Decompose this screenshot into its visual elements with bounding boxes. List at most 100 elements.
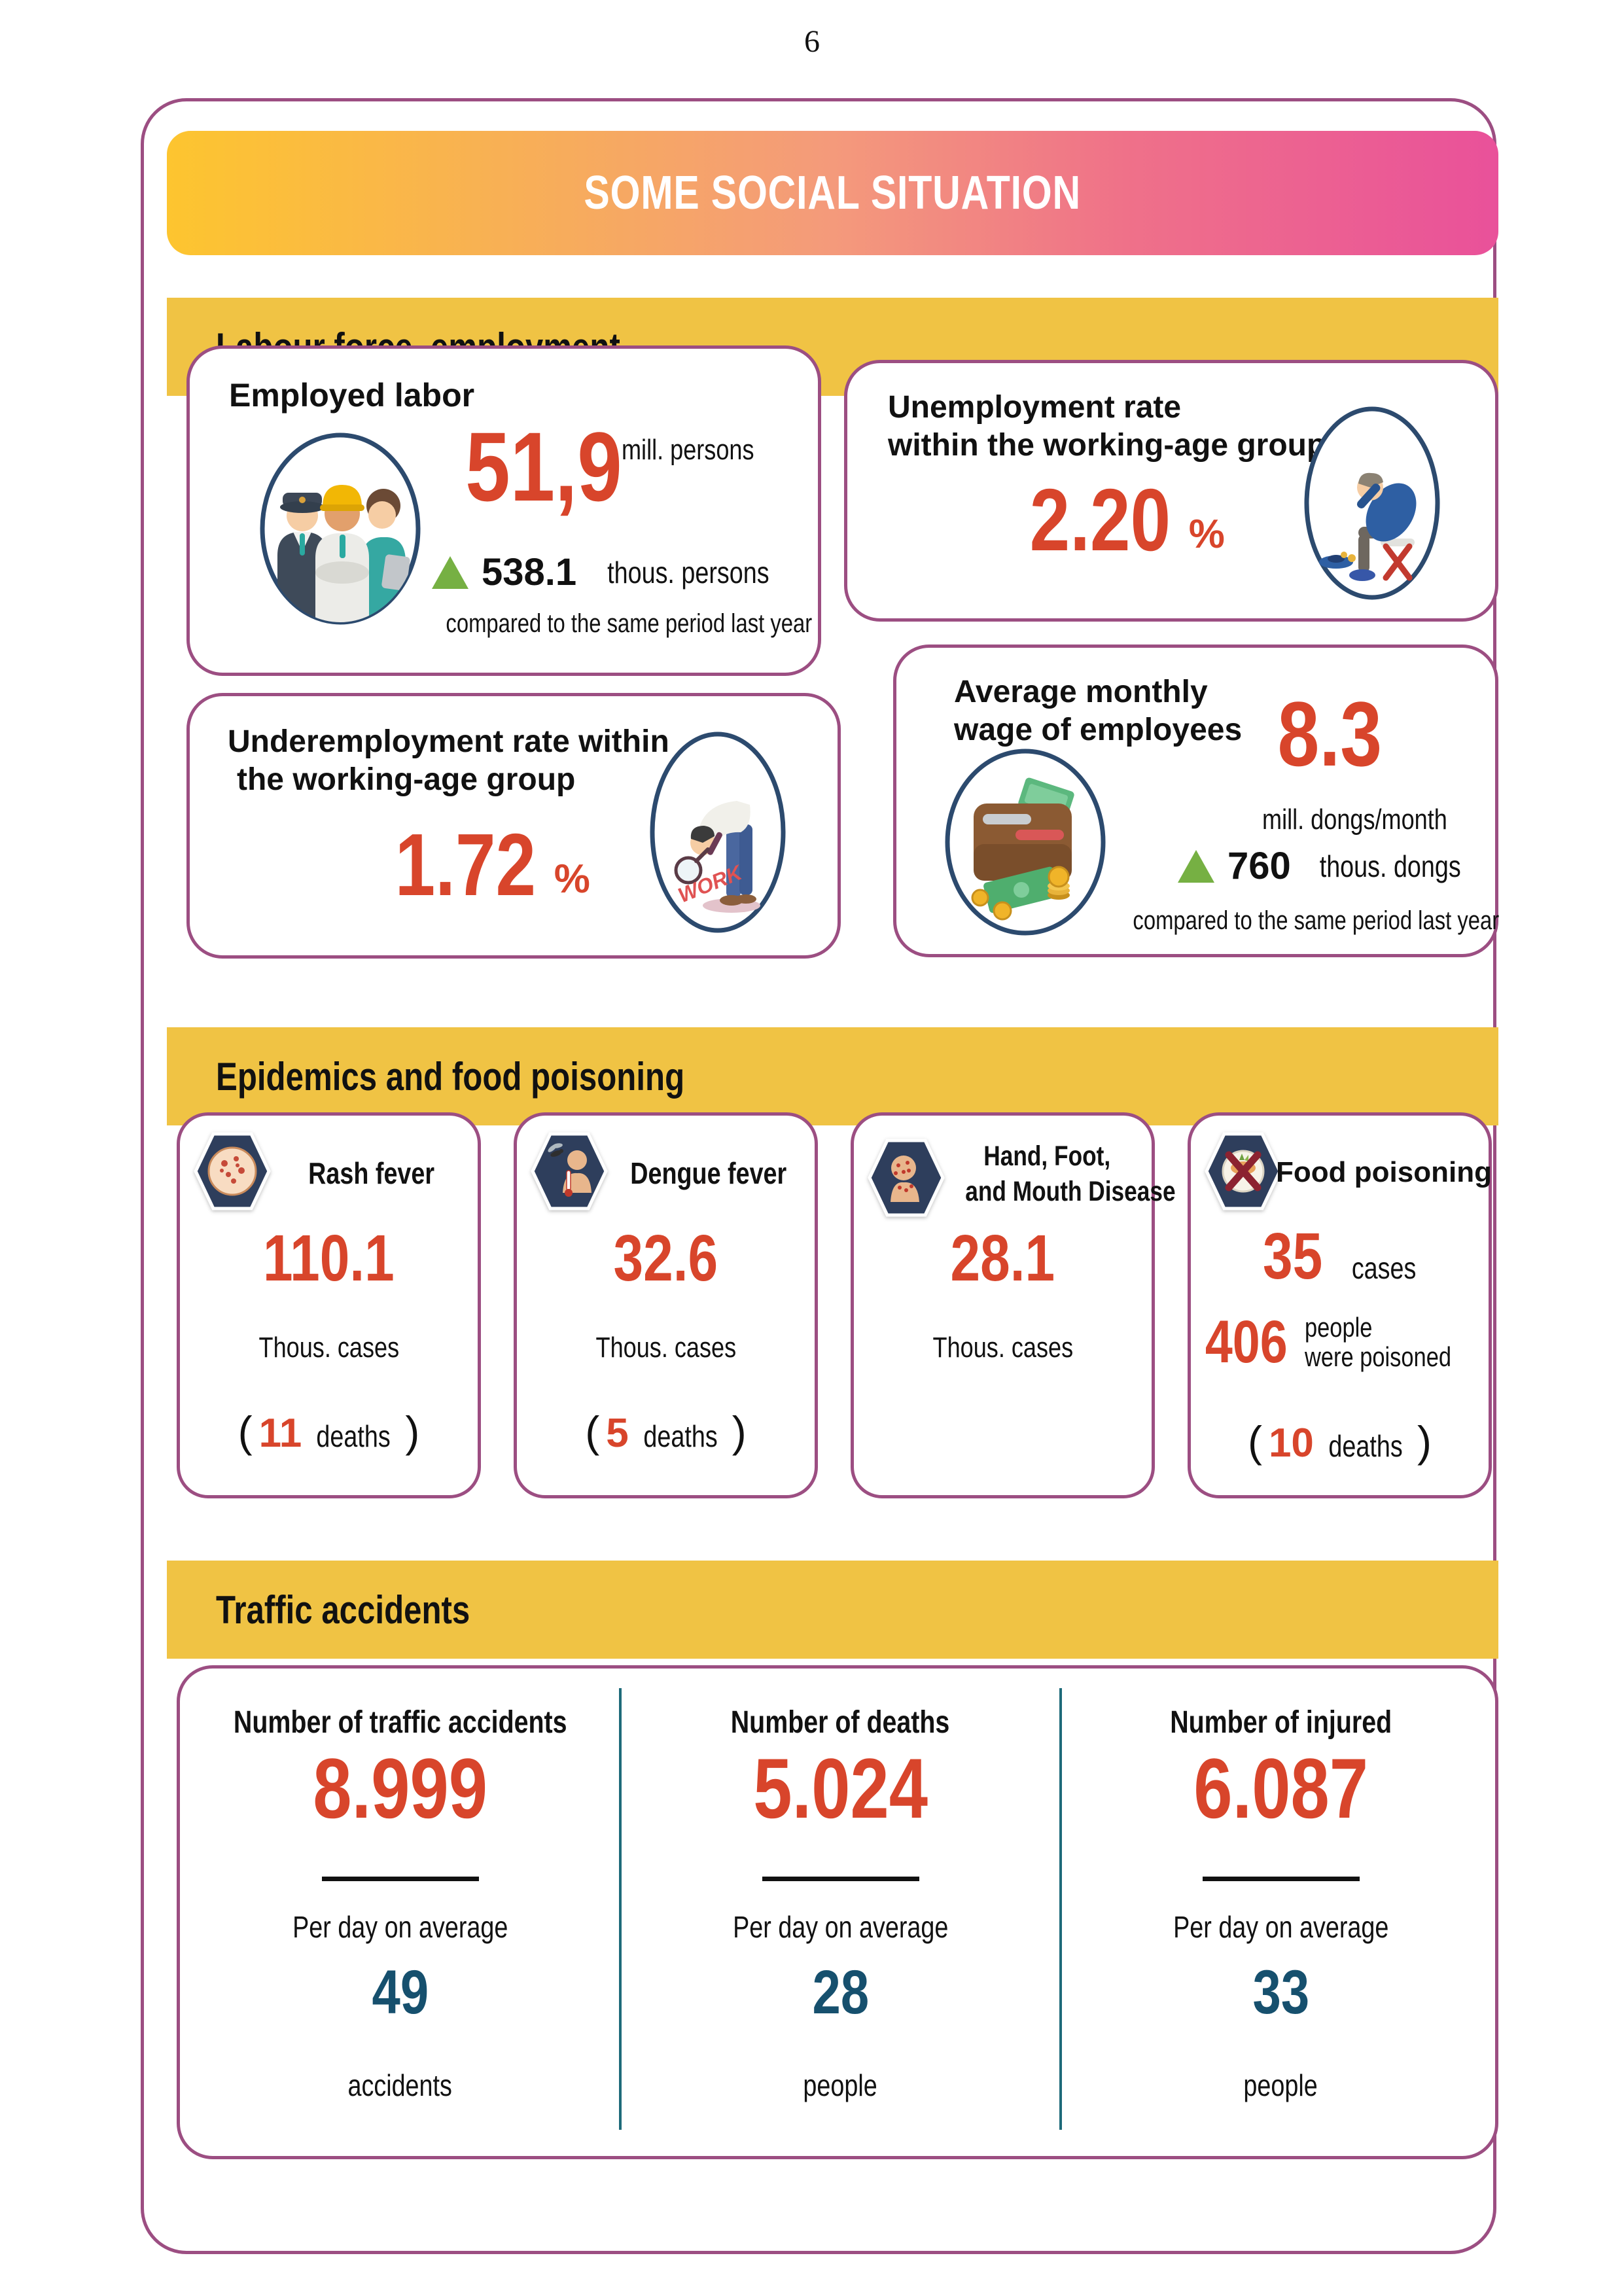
divider-rule bbox=[1202, 1877, 1360, 1881]
traffic-deaths-total: 5.024 bbox=[753, 1740, 928, 1836]
underemployment-value: 1.72 bbox=[395, 815, 537, 914]
rash-fever-title: Rash fever bbox=[308, 1156, 434, 1190]
food-poisoned-row: 406 people were poisoned bbox=[1191, 1312, 1489, 1372]
paren-open: ( bbox=[585, 1407, 600, 1456]
hfmd-unit: Thous. cases bbox=[932, 1332, 1073, 1364]
rash-fever-unit: Thous. cases bbox=[258, 1332, 399, 1364]
work-search-icon: WORK bbox=[650, 732, 786, 933]
card-dengue-fever: Dengue fever 32.6 Thous. cases ( 5 death… bbox=[514, 1112, 818, 1498]
dengue-fever-title: Dengue fever bbox=[630, 1156, 786, 1190]
underemployment-title-line1: Underemployment rate within bbox=[228, 724, 669, 759]
employed-value: 51,9 bbox=[465, 412, 622, 521]
traffic-col-accidents: Number of traffic accidents 8.999 Per da… bbox=[180, 1669, 620, 2156]
divider-rule bbox=[321, 1877, 479, 1881]
per-day-label: Per day on average bbox=[292, 1910, 508, 1944]
employed-unit: mill. persons bbox=[622, 434, 754, 466]
deaths-count: 10 bbox=[1268, 1421, 1314, 1466]
section-title-traffic: Traffic accidents bbox=[216, 1587, 470, 1632]
food-poisoned-value: 406 bbox=[1205, 1309, 1288, 1375]
employed-delta: 538.1 bbox=[482, 551, 577, 593]
per-day-unit: accidents bbox=[347, 2068, 453, 2102]
unemployment-title-line1: Unemployment rate bbox=[888, 390, 1182, 425]
hfmd-value: 28.1 bbox=[950, 1222, 1055, 1295]
deaths-label: deaths bbox=[316, 1419, 391, 1453]
page-number: 6 bbox=[804, 24, 820, 59]
underemployment-title-line2: the working-age group bbox=[237, 762, 576, 797]
food-poisoning-deaths: ( 10 deaths ) bbox=[1191, 1417, 1489, 1466]
hfmd-icon bbox=[868, 1139, 945, 1217]
food-cases-value: 35 bbox=[1262, 1220, 1323, 1293]
per-day-unit: people bbox=[1243, 2068, 1318, 2102]
dengue-fever-icon bbox=[531, 1132, 608, 1210]
traffic-col-deaths: Number of deaths 5.024 Per day on averag… bbox=[620, 1669, 1061, 2156]
wage-unit: mill. dongs/month bbox=[1262, 804, 1447, 836]
traffic-deaths-title: Number of deaths bbox=[731, 1705, 950, 1740]
paren-close: ) bbox=[405, 1407, 420, 1456]
wage-delta-row: 760 thous. dongs bbox=[1178, 844, 1476, 888]
traffic-accidents-title: Number of traffic accidents bbox=[233, 1705, 567, 1740]
card-hfmd: Hand, Foot, and Mouth Disease 28.1 Thous… bbox=[851, 1112, 1176, 1498]
increase-icon bbox=[432, 556, 468, 589]
food-poisoning-title: Food poisoning bbox=[1276, 1156, 1492, 1188]
food-cases-row: 35 cases bbox=[1191, 1224, 1489, 1289]
hfmd-title-line1: Hand, Foot, bbox=[983, 1140, 1110, 1172]
deaths-count: 11 bbox=[258, 1411, 302, 1456]
column-separator bbox=[619, 1688, 622, 2130]
column-separator bbox=[1059, 1688, 1062, 2130]
rash-fever-icon bbox=[194, 1132, 271, 1210]
traffic-injured-total: 6.087 bbox=[1193, 1740, 1368, 1836]
unemployment-value: 2.20 bbox=[1029, 470, 1171, 569]
food-cases-unit: cases bbox=[1351, 1251, 1417, 1285]
increase-icon bbox=[1178, 849, 1214, 883]
food-poisoned-label: people were poisoned bbox=[1304, 1311, 1451, 1372]
card-unemployment: Unemployment rate within the working-age… bbox=[844, 360, 1498, 622]
deaths-count: 5 bbox=[606, 1411, 629, 1456]
card-employed-labor: Employed labor bbox=[186, 345, 821, 676]
workers-icon bbox=[260, 433, 421, 625]
dengue-fever-value: 32.6 bbox=[613, 1222, 718, 1295]
per-day-value: 33 bbox=[1252, 1958, 1309, 2027]
wallet-icon bbox=[945, 749, 1106, 936]
hfmd-title-line2: and Mouth Disease bbox=[965, 1176, 1176, 1207]
page-title: SOME SOCIAL SITUATION bbox=[584, 167, 1082, 219]
per-day-label: Per day on average bbox=[732, 1910, 949, 1944]
section-header-traffic: Traffic accidents bbox=[167, 1561, 1498, 1659]
deaths-label: deaths bbox=[1328, 1429, 1403, 1463]
wage-title-line2: wage of employees bbox=[954, 713, 1243, 747]
card-underemployment: Underemployment rate within the working-… bbox=[186, 693, 841, 959]
unemployment-percent: % bbox=[1188, 512, 1225, 557]
section-title-epidemics: Epidemics and food poisoning bbox=[216, 1054, 685, 1099]
rash-fever-deaths: ( 11 deaths ) bbox=[180, 1407, 478, 1457]
traffic-injured-title: Number of injured bbox=[1170, 1705, 1392, 1740]
employed-note: compared to the same period last year bbox=[446, 609, 813, 638]
per-day-value: 49 bbox=[372, 1958, 429, 2027]
paren-close: ) bbox=[1417, 1417, 1432, 1466]
unemployment-value-row: 2.20 % bbox=[1014, 476, 1225, 564]
dengue-fever-deaths: ( 5 deaths ) bbox=[517, 1407, 815, 1457]
main-title-banner: SOME SOCIAL SITUATION bbox=[167, 131, 1498, 255]
card-traffic-accidents: Number of traffic accidents 8.999 Per da… bbox=[177, 1665, 1498, 2159]
traffic-accidents-total: 8.999 bbox=[313, 1740, 487, 1836]
wage-delta-unit: thous. dongs bbox=[1319, 849, 1461, 883]
per-day-value: 28 bbox=[812, 1958, 869, 2027]
wage-title-line1: Average monthly bbox=[954, 675, 1208, 709]
employed-delta-row: 538.1 thous. persons bbox=[432, 550, 787, 594]
card-average-wage: Average monthly wage of employees 8.3 mi… bbox=[893, 645, 1499, 957]
card-rash-fever: Rash fever 110.1 Thous. cases ( 11 death… bbox=[177, 1112, 481, 1498]
wage-delta: 760 bbox=[1227, 845, 1291, 887]
rash-fever-value: 110.1 bbox=[263, 1222, 395, 1295]
underemployment-percent: % bbox=[554, 857, 590, 902]
food-poisoning-icon bbox=[1205, 1132, 1282, 1210]
paren-open: ( bbox=[238, 1407, 253, 1456]
traffic-col-injured: Number of injured 6.087 Per day on avera… bbox=[1061, 1669, 1501, 2156]
underemployment-value-row: 1.72 % bbox=[380, 821, 590, 909]
per-day-label: Per day on average bbox=[1173, 1910, 1389, 1944]
section-header-epidemics: Epidemics and food poisoning bbox=[167, 1027, 1498, 1125]
dengue-fever-unit: Thous. cases bbox=[595, 1332, 736, 1364]
paren-open: ( bbox=[1247, 1417, 1262, 1466]
per-day-unit: people bbox=[803, 2068, 878, 2102]
jobless-person-icon bbox=[1304, 406, 1440, 600]
divider-rule bbox=[762, 1877, 919, 1881]
unemployment-title-line2: within the working-age group bbox=[888, 428, 1326, 463]
